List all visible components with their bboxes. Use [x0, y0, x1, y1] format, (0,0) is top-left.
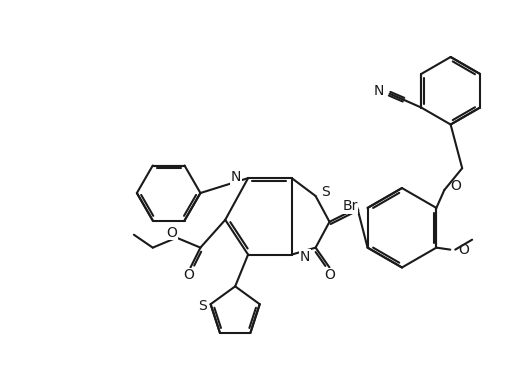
Text: S: S: [198, 299, 207, 313]
Text: O: O: [450, 179, 461, 193]
Text: O: O: [183, 269, 194, 282]
Text: N: N: [300, 250, 310, 263]
Text: N: N: [373, 84, 384, 98]
Text: N: N: [231, 170, 241, 184]
Text: Br: Br: [342, 199, 358, 213]
Text: O: O: [458, 243, 469, 257]
Text: O: O: [166, 226, 177, 240]
Text: S: S: [322, 185, 330, 199]
Text: O: O: [324, 269, 335, 282]
